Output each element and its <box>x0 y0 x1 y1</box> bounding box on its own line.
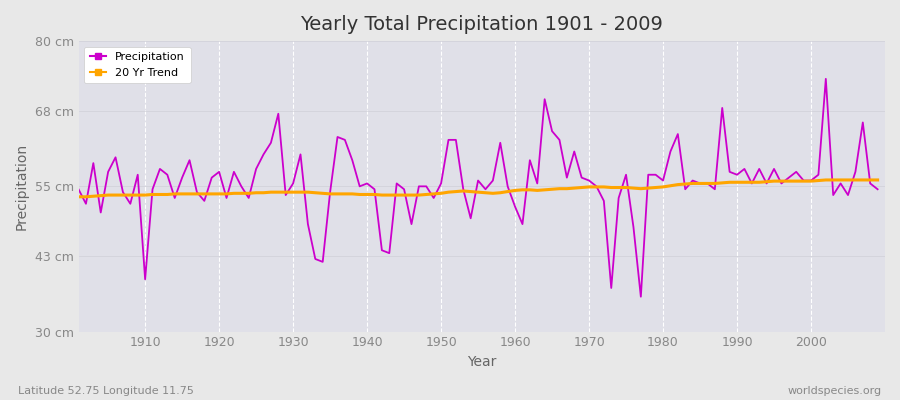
X-axis label: Year: Year <box>467 355 497 369</box>
Text: Latitude 52.75 Longitude 11.75: Latitude 52.75 Longitude 11.75 <box>18 386 194 396</box>
Title: Yearly Total Precipitation 1901 - 2009: Yearly Total Precipitation 1901 - 2009 <box>301 15 663 34</box>
Text: worldspecies.org: worldspecies.org <box>788 386 882 396</box>
Legend: Precipitation, 20 Yr Trend: Precipitation, 20 Yr Trend <box>84 47 191 83</box>
Y-axis label: Precipitation: Precipitation <box>15 143 29 230</box>
